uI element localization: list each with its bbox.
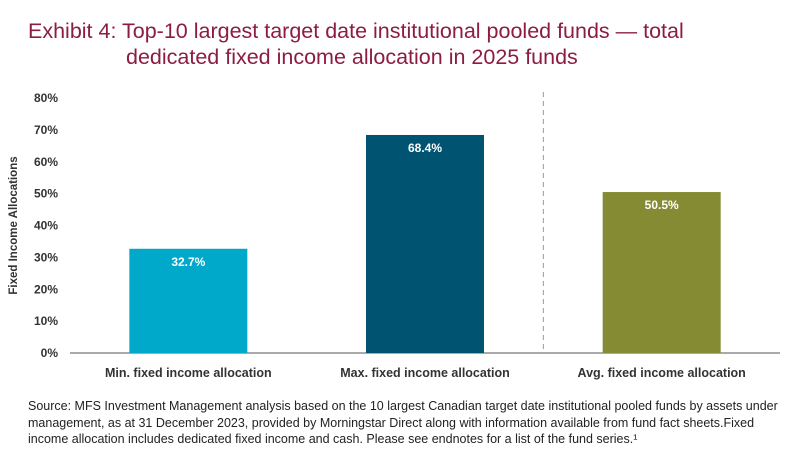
y-tick-label: 50%	[34, 187, 58, 201]
y-tick-label: 20%	[34, 282, 58, 296]
y-tick-label: 0%	[41, 346, 59, 360]
title-line-1: Exhibit 4: Top-10 largest target date in…	[28, 19, 684, 43]
title-line-2: dedicated fixed income allocation in 202…	[126, 45, 578, 69]
bar-chart-svg: Fixed Income Allocations 0% 10% 20% 30% 40% 50…	[8, 91, 780, 380]
y-tick-label: 30%	[34, 250, 58, 264]
y-tick-label: 40%	[34, 219, 58, 233]
y-tick-label: 60%	[34, 155, 58, 169]
bar	[602, 192, 721, 353]
chart-title: Exhibit 4: Top-10 largest target date in…	[28, 18, 788, 70]
bar-value-label: 50.5%	[645, 198, 679, 212]
y-axis-label: Fixed Income Allocations	[8, 156, 20, 294]
bar	[129, 248, 248, 353]
source-note: Source: MFS Investment Management analys…	[28, 399, 778, 446]
y-tick-label: 70%	[34, 123, 58, 137]
x-category-label: Max. fixed income allocation	[340, 366, 510, 380]
y-tick-label: 80%	[34, 91, 58, 105]
y-tick-label: 10%	[34, 314, 58, 328]
bar-value-label: 68.4%	[408, 141, 442, 155]
bar	[366, 134, 484, 353]
bar-chart: Fixed Income Allocations 0% 10% 20% 30% 40% 50…	[0, 80, 800, 390]
x-category-label: Min. fixed income allocation	[105, 366, 272, 380]
x-category-label: Avg. fixed income allocation	[578, 366, 746, 380]
bar-value-label: 32.7%	[171, 255, 205, 269]
